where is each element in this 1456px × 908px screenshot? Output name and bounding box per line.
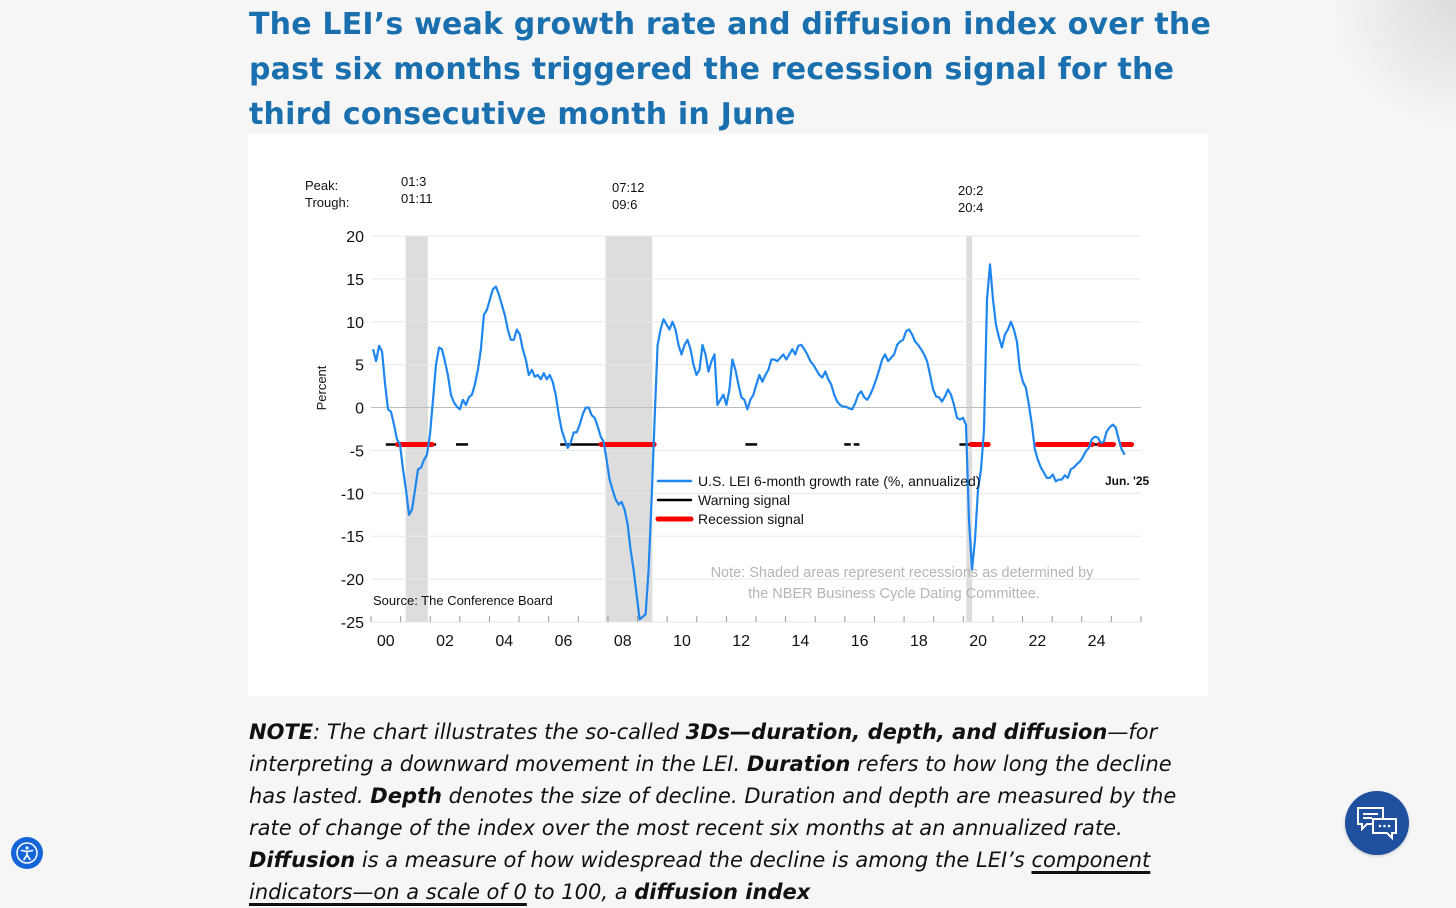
note-duration: Duration bbox=[746, 752, 851, 776]
legend-label: Warning signal bbox=[698, 492, 790, 508]
chart-image: 20 15 10 5 0 -5 -10 -15 -20 -25 00 02 04 06 08 10 12 14 16… bbox=[248, 134, 1208, 696]
source-label: Source: The Conference Board bbox=[373, 593, 553, 608]
recession-peak-date: 20:2 bbox=[958, 183, 983, 198]
note-diffusion-index: diffusion index bbox=[634, 880, 811, 904]
recession-trough-date: 01:11 bbox=[401, 191, 433, 206]
y-tick-label: -20 bbox=[341, 572, 364, 589]
x-tick-label: 12 bbox=[732, 633, 750, 650]
end-date-label: Jun. '25 bbox=[1105, 474, 1150, 488]
x-tick-label: 00 bbox=[377, 633, 395, 650]
trough-label: Trough: bbox=[305, 195, 349, 210]
note-text: refers to how long the decline has laste… bbox=[249, 752, 1172, 808]
note-3ds: 3Ds—duration, depth, and diffusion bbox=[685, 720, 1108, 744]
y-tick-label: 20 bbox=[346, 229, 364, 246]
y-tick-label: -15 bbox=[341, 529, 364, 546]
note-depth: Depth bbox=[370, 784, 442, 808]
chat-button[interactable] bbox=[1345, 791, 1409, 855]
recession-peak-date: 01:3 bbox=[401, 174, 426, 189]
y-tick-label: -10 bbox=[341, 486, 364, 503]
note-paragraph: NOTE: The chart illustrates the so-calle… bbox=[249, 716, 1209, 908]
x-tick-label: 10 bbox=[673, 633, 691, 650]
y-tick-label: 15 bbox=[346, 272, 364, 289]
note-text: : The chart illustrates the so-called bbox=[313, 720, 686, 744]
x-tick-label: 20 bbox=[969, 633, 987, 650]
y-tick-label: 10 bbox=[346, 315, 364, 332]
x-tick-label: 24 bbox=[1088, 633, 1106, 650]
recession-trough-date: 09:6 bbox=[612, 197, 637, 212]
note-text: —for interpreting a downward movement in… bbox=[249, 720, 1158, 776]
lei-growth-rate-line bbox=[372, 263, 1126, 621]
y-tick-label: 0 bbox=[355, 401, 364, 418]
note-text: is a measure of how widespread the decli… bbox=[355, 848, 1032, 872]
recession-shade bbox=[405, 236, 428, 622]
note-text: denotes the size of decline. Duration an… bbox=[249, 784, 1177, 840]
recession-shade bbox=[605, 236, 653, 622]
y-tick-label: -25 bbox=[341, 615, 364, 632]
recession-trough-date: 20:4 bbox=[958, 200, 983, 215]
legend-label: U.S. LEI 6-month growth rate (%, annuali… bbox=[698, 473, 980, 489]
y-tick-label: 5 bbox=[355, 358, 364, 375]
x-tick-label: 06 bbox=[555, 633, 573, 650]
peak-label: Peak: bbox=[305, 178, 338, 193]
chat-bubbles-icon bbox=[1357, 807, 1397, 841]
corner-shadow bbox=[1336, 0, 1456, 140]
lei-chart: 20 15 10 5 0 -5 -10 -15 -20 -25 00 02 04 06 08 10 12 14 16… bbox=[305, 174, 1150, 650]
y-tick-label: -5 bbox=[350, 443, 364, 460]
x-tick-label: 04 bbox=[495, 633, 513, 650]
note-label: NOTE bbox=[249, 720, 314, 744]
x-tick-label: 08 bbox=[614, 633, 632, 650]
accessibility-button[interactable] bbox=[11, 837, 43, 869]
x-tick-label: 18 bbox=[910, 633, 928, 650]
y-axis-label: Percent bbox=[314, 365, 329, 410]
recession-peak-date: 07:12 bbox=[612, 180, 645, 195]
x-tick-label: 22 bbox=[1028, 633, 1046, 650]
note-diffusion: Diffusion bbox=[249, 848, 356, 872]
article-heading: The LEI’s weak growth rate and diffusion… bbox=[249, 7, 1212, 132]
chart-note-line: Note: Shaded areas represent recessions … bbox=[711, 565, 1095, 581]
accessibility-icon bbox=[16, 842, 38, 864]
x-tick-label: 14 bbox=[792, 633, 810, 650]
chart-note-line: the NBER Business Cycle Dating Committee… bbox=[748, 586, 1040, 602]
note-text: to 100, a bbox=[526, 880, 635, 904]
recession-shade bbox=[966, 236, 973, 622]
x-tick-label: 02 bbox=[436, 633, 454, 650]
x-tick-label: 16 bbox=[851, 633, 869, 650]
legend-label: Recession signal bbox=[698, 511, 804, 527]
